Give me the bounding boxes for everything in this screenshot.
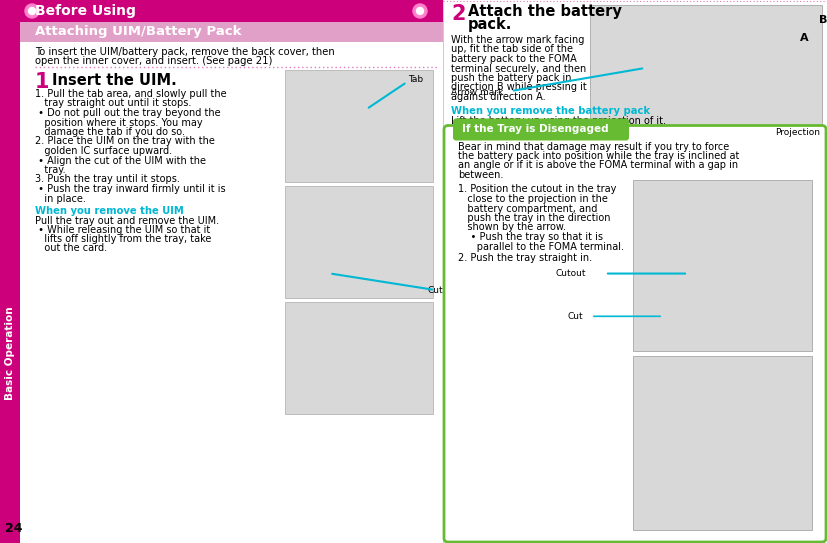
Circle shape: [417, 8, 423, 15]
Text: A: A: [800, 33, 809, 43]
Text: • Do not pull out the tray beyond the: • Do not pull out the tray beyond the: [35, 108, 221, 118]
Text: To insert the UIM/battery pack, remove the back cover, then: To insert the UIM/battery pack, remove t…: [35, 47, 335, 57]
Text: Bear in mind that damage may result if you try to force: Bear in mind that damage may result if y…: [458, 142, 729, 151]
Text: Lift the battery up using the projection of it.: Lift the battery up using the projection…: [451, 116, 666, 125]
Text: close to the projection in the: close to the projection in the: [458, 194, 608, 204]
Text: 1. Pull the tab area, and slowly pull the: 1. Pull the tab area, and slowly pull th…: [35, 89, 227, 99]
Text: up, fit the tab side of the: up, fit the tab side of the: [451, 45, 573, 54]
Text: With the arrow mark facing: With the arrow mark facing: [451, 35, 585, 45]
Text: Tab: Tab: [408, 75, 423, 84]
Text: 2. Push the tray straight in.: 2. Push the tray straight in.: [458, 253, 592, 263]
FancyBboxPatch shape: [453, 118, 629, 141]
Text: between.: between.: [458, 170, 504, 180]
Bar: [590, 5, 822, 125]
Text: Before Using: Before Using: [35, 4, 136, 18]
Text: parallel to the FOMA terminal.: parallel to the FOMA terminal.: [458, 242, 624, 251]
Text: When you remove the battery pack: When you remove the battery pack: [451, 105, 650, 116]
Text: When you remove the UIM: When you remove the UIM: [35, 206, 184, 216]
Text: 1: 1: [35, 72, 50, 92]
Bar: [0, 0, 20, 543]
Text: push the tray in the direction: push the tray in the direction: [458, 213, 610, 223]
Text: B: B: [819, 15, 827, 25]
Text: Attaching UIM/Battery Pack: Attaching UIM/Battery Pack: [35, 26, 241, 39]
Text: • Push the tray inward firmly until it is: • Push the tray inward firmly until it i…: [35, 184, 226, 194]
Text: Cut: Cut: [568, 312, 584, 321]
Text: Projection: Projection: [775, 128, 820, 137]
Text: an angle or if it is above the FOMA terminal with a gap in: an angle or if it is above the FOMA term…: [458, 161, 739, 171]
Bar: [20, 0, 443, 22]
Text: the battery pack into position while the tray is inclined at: the battery pack into position while the…: [458, 151, 739, 161]
Bar: [633, 356, 812, 530]
Text: direction B while pressing it: direction B while pressing it: [451, 83, 586, 92]
Text: tray straight out until it stops.: tray straight out until it stops.: [35, 98, 191, 109]
Text: golden IC surface upward.: golden IC surface upward.: [35, 146, 172, 156]
Text: pack.: pack.: [468, 17, 513, 32]
Text: against direction A.: against direction A.: [451, 92, 546, 102]
Text: terminal securely, and then: terminal securely, and then: [451, 64, 586, 73]
Text: Cutout: Cutout: [555, 269, 586, 278]
Text: shown by the arrow.: shown by the arrow.: [458, 223, 566, 232]
Text: • Push the tray so that it is: • Push the tray so that it is: [458, 232, 603, 242]
Text: Attach the battery: Attach the battery: [468, 4, 622, 19]
Circle shape: [28, 8, 36, 15]
Bar: [20, 22, 443, 42]
Text: 2. Place the UIM on the tray with the: 2. Place the UIM on the tray with the: [35, 136, 215, 147]
Text: Insert the UIM.: Insert the UIM.: [52, 73, 177, 88]
Text: push the battery pack in: push the battery pack in: [451, 73, 571, 83]
Bar: [285, 70, 433, 182]
Bar: [285, 186, 433, 298]
Text: damage the tab if you do so.: damage the tab if you do so.: [35, 127, 185, 137]
Text: out the card.: out the card.: [35, 243, 108, 253]
Text: Arrow mark: Arrow mark: [451, 88, 504, 97]
Circle shape: [413, 4, 427, 18]
Text: 1. Position the cutout in the tray: 1. Position the cutout in the tray: [458, 185, 616, 194]
Bar: [633, 180, 812, 350]
Text: • Align the cut of the UIM with the: • Align the cut of the UIM with the: [35, 155, 206, 166]
Text: If the Tray is Disengaged: If the Tray is Disengaged: [462, 124, 609, 135]
FancyBboxPatch shape: [444, 125, 826, 542]
Text: tray.: tray.: [35, 165, 65, 175]
Text: Cut: Cut: [428, 286, 443, 295]
Text: • While releasing the UIM so that it: • While releasing the UIM so that it: [35, 225, 210, 235]
Text: Basic Operation: Basic Operation: [5, 306, 15, 400]
Text: lifts off slightly from the tray, take: lifts off slightly from the tray, take: [35, 234, 212, 244]
Circle shape: [25, 4, 39, 18]
Text: open the inner cover, and insert. (See page 21): open the inner cover, and insert. (See p…: [35, 56, 272, 66]
Text: 2: 2: [451, 4, 466, 24]
Text: battery compartment, and: battery compartment, and: [458, 204, 597, 213]
Text: 3. Push the tray until it stops.: 3. Push the tray until it stops.: [35, 174, 180, 185]
Text: in place.: in place.: [35, 193, 86, 204]
Bar: [285, 302, 433, 414]
Text: Pull the tray out and remove the UIM.: Pull the tray out and remove the UIM.: [35, 216, 219, 226]
Text: position where it stops. You may: position where it stops. You may: [35, 117, 203, 128]
Text: 24: 24: [5, 522, 22, 535]
Text: battery pack to the FOMA: battery pack to the FOMA: [451, 54, 576, 64]
